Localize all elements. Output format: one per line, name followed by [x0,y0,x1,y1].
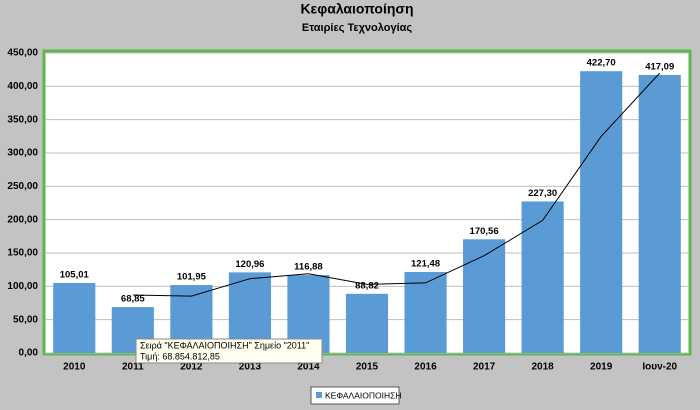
bar [638,74,681,353]
y-tick-label: 200,00 [7,214,38,225]
y-tick-label: 50,00 [13,314,38,325]
value-label: 422,70 [587,58,616,69]
bar [404,272,447,353]
bar [463,239,506,353]
x-tick-label: 2014 [297,362,320,373]
bar [580,71,623,353]
y-tick-label: 0,00 [19,348,39,359]
value-label: 105,01 [60,270,90,281]
tooltip: Σειρά "ΚΕΦΑΛΑΙΟΠΟΙΗΣΗ" Σημείο "2011" Τιμ… [135,338,323,364]
y-tick-label: 350,00 [7,114,38,125]
value-label: 116,88 [294,262,323,273]
value-label: 68,85 [121,294,145,305]
tooltip-line: Σειρά "ΚΕΦΑΛΑΙΟΠΟΙΗΣΗ" Σημείο "2011" [140,340,309,350]
value-label: 101,95 [177,272,207,283]
legend-label: ΚΕΦΑΛΑΙΟΠΟΙΗΣΗ [325,390,402,400]
y-tick-label: 150,00 [7,248,38,259]
x-tick-label: Ιουν-20 [642,362,677,373]
y-tick-label: 100,00 [7,281,38,292]
bar [53,282,96,353]
value-label: 417,09 [645,61,674,72]
legend: ΚΕΦΑΛΑΙΟΠΟΙΗΣΗ [310,386,402,405]
value-label: 120,96 [235,259,264,270]
value-label: 88,82 [355,280,379,291]
x-tick-label: 2013 [239,362,262,373]
x-tick-label: 2011 [122,362,144,373]
marks [53,71,681,353]
legend-box [310,386,400,405]
y-tick-label: 450,00 [7,48,38,59]
value-label: 170,56 [470,226,499,237]
x-tick-label: 2018 [532,362,555,373]
x-tick-label: 2019 [590,362,613,373]
trendline [132,72,661,297]
x-tick-label: 2015 [356,362,379,373]
bar [345,293,389,353]
legend-swatch [316,392,322,398]
x-tick-label: 2017 [473,362,496,373]
labels: 0,00 50,00 100,00 150,00 200,00 250,00 300,00 3… [7,48,677,373]
y-tick-label: 400,00 [7,81,38,92]
chart-title: Κεφαλαιοποίηση [300,1,413,17]
tooltip-line: Τιμή: 68.854.812,85 [140,351,220,361]
chart-subtitle: Εταιρίες Τεχνολογίας [302,22,413,34]
value-label: 227,30 [528,188,557,199]
y-tick-label: 300,00 [7,148,38,159]
x-tick-label: 2016 [414,362,437,373]
y-tick-label: 250,00 [7,181,38,192]
value-label: 121,48 [411,259,440,270]
x-tick-label: 2012 [180,362,203,373]
x-tick-label: 2010 [63,362,86,373]
bar [521,201,564,353]
tooltip-box [135,338,323,364]
